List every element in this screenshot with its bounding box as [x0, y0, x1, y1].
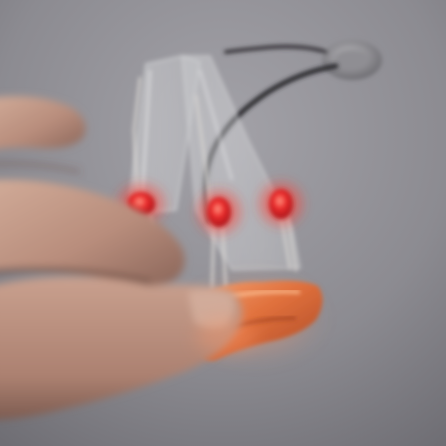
thumb-and-palm	[0, 277, 243, 420]
hand	[0, 96, 243, 420]
middle-finger	[0, 179, 185, 286]
coin-cell-battery	[224, 40, 382, 80]
index-finger	[0, 96, 86, 149]
red-led-right	[253, 176, 309, 232]
copper-reflection	[196, 318, 256, 354]
red-led-center	[191, 184, 247, 240]
